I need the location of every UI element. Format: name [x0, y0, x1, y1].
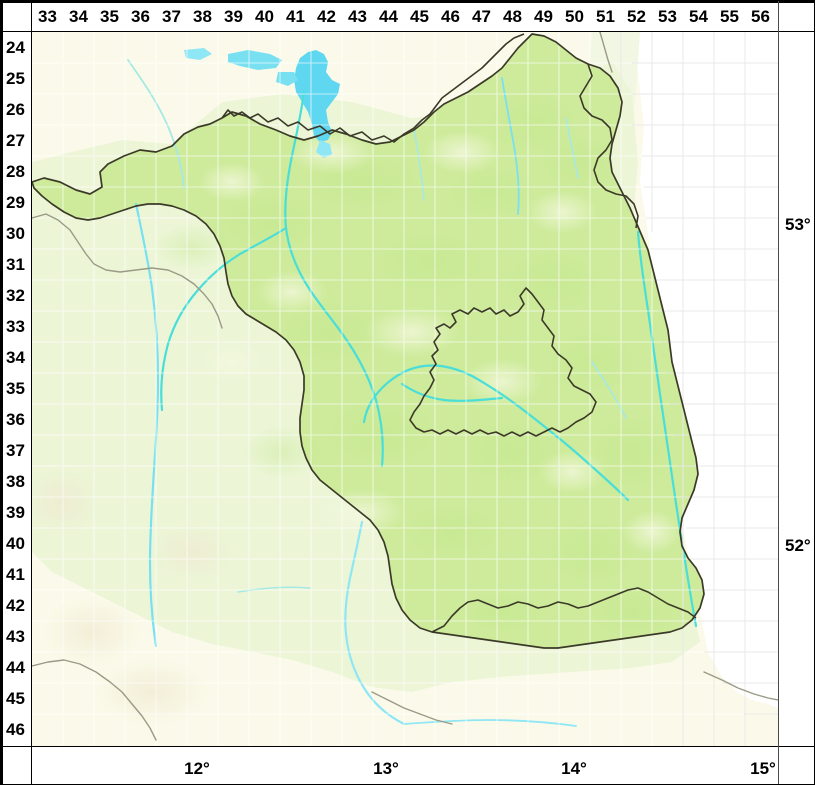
axis-top-tick-42: 42 — [317, 7, 336, 26]
axis-top-tick-38: 38 — [193, 7, 212, 26]
axis-left-tick-37: 37 — [6, 441, 25, 460]
axis-left-tick-34: 34 — [6, 348, 25, 367]
brandenburg-border — [32, 33, 705, 649]
axis-top-tick-35: 35 — [100, 7, 119, 26]
river-north-tributary — [127, 59, 185, 189]
axis-left-tick-40: 40 — [6, 534, 25, 553]
river-oder — [636, 230, 698, 628]
axis-left-tick-46: 46 — [6, 720, 25, 739]
axis-top-tick-56: 56 — [751, 7, 770, 26]
longitude-label-12: 12° — [184, 759, 210, 778]
map-plot-area[interactable] — [32, 32, 779, 746]
river-tributary-b — [565, 117, 579, 179]
axis-top-tick-55: 55 — [720, 7, 739, 26]
berlin-enclave-border — [409, 287, 597, 437]
axis-left-tick-32: 32 — [6, 286, 25, 305]
axis-top-tick-48: 48 — [503, 7, 522, 26]
axis-top-tick-37: 37 — [162, 7, 181, 26]
axis-top-tick-44: 44 — [379, 7, 398, 26]
border-east-notch — [579, 63, 639, 229]
neighbour-borders — [32, 32, 778, 741]
lake-small-3 — [184, 48, 212, 60]
axis-top-tick-46: 46 — [441, 7, 460, 26]
border-mecklenburg-north — [599, 32, 613, 73]
axis-left-tick-38: 38 — [6, 472, 25, 491]
coordinate-grid-outside — [620, 32, 778, 746]
axis-top-tick-40: 40 — [255, 7, 274, 26]
axis-separator-top — [1, 31, 814, 32]
rivers — [127, 59, 698, 727]
axis-left-tick-31: 31 — [6, 255, 25, 274]
axis-left-tick-28: 28 — [6, 162, 25, 181]
map-layers — [32, 32, 778, 746]
axis-top-tick-51: 51 — [596, 7, 615, 26]
axis-left-tick-27: 27 — [6, 131, 25, 150]
river-elbe-south — [344, 520, 406, 726]
latitude-label-52: 52° — [785, 536, 811, 555]
axis-top: 33 34 35 36 37 38 39 40 41 42 43 44 45 46 47 48 49 50 51 52… — [1, 1, 814, 32]
axis-left-tick-33: 33 — [6, 317, 25, 336]
axis-top-tick-49: 49 — [534, 7, 553, 26]
axis-top-tick-45: 45 — [410, 7, 429, 26]
river-tributary-d — [237, 586, 311, 593]
axis-separator-left — [31, 1, 32, 784]
axis-top-tick-39: 39 — [224, 7, 243, 26]
longitude-label-14: 14° — [561, 759, 587, 778]
axis-top-tick-47: 47 — [472, 7, 491, 26]
axis-left-tick-25: 25 — [6, 69, 25, 88]
lake-small-2 — [316, 140, 332, 158]
axis-left-tick-43: 43 — [6, 627, 25, 646]
coordinate-grid — [32, 32, 778, 746]
lake-water-bodies — [184, 48, 340, 158]
longitude-label-13: 13° — [373, 759, 399, 778]
axis-left-tick-45: 45 — [6, 689, 25, 708]
river-havel-lower — [160, 226, 288, 412]
river-tributary-c — [591, 361, 627, 419]
lake-small-1 — [276, 72, 298, 86]
border-west-neighbour — [32, 213, 223, 329]
axis-left-tick-42: 42 — [6, 596, 25, 615]
river-havel — [284, 90, 384, 468]
river-spree — [362, 364, 630, 502]
axis-left-tick-24: 24 — [6, 38, 25, 57]
axis-top-tick-53: 53 — [658, 7, 677, 26]
axis-top-tick-41: 41 — [286, 7, 305, 26]
axis-top-tick-36: 36 — [131, 7, 150, 26]
river-spree-berlin — [400, 382, 504, 402]
axis-left-tick-29: 29 — [6, 193, 25, 212]
axis-top-tick-34: 34 — [69, 7, 88, 26]
river-tributary-a — [413, 127, 425, 201]
axis-top-tick-52: 52 — [627, 7, 646, 26]
axis-left-tick-26: 26 — [6, 100, 25, 119]
river-schwarze-elster — [403, 719, 577, 727]
lake-group-west — [228, 50, 282, 70]
axis-top-tick-33: 33 — [38, 7, 57, 26]
border-saxony — [371, 691, 453, 725]
clearing-texture — [198, 130, 682, 554]
border-southeast-detail — [431, 587, 697, 633]
latitude-label-53: 53° — [785, 215, 811, 234]
axis-left-tick-35: 35 — [6, 379, 25, 398]
longitude-label-15: 15° — [750, 759, 776, 778]
border-north-detail — [221, 33, 525, 143]
axis-left: 24 25 26 27 28 29 30 31 32 33 34 35 36 37 38 39 40 41 42 43… — [1, 1, 32, 784]
axis-separator-bottom — [1, 746, 814, 747]
axis-left-tick-44: 44 — [6, 658, 25, 677]
axis-left-tick-30: 30 — [6, 224, 25, 243]
axis-left-tick-36: 36 — [6, 410, 25, 429]
lake-mueritz — [294, 50, 340, 142]
axis-left-tick-39: 39 — [6, 503, 25, 522]
axis-top-tick-50: 50 — [565, 7, 584, 26]
axis-top-tick-43: 43 — [348, 7, 367, 26]
axis-separator-right — [778, 1, 779, 784]
sandy-texture — [32, 466, 238, 726]
river-ne-tributary — [501, 77, 520, 215]
axis-left-tick-41: 41 — [6, 565, 25, 584]
frame-line-top — [1, 1, 814, 3]
axis-top-tick-54: 54 — [689, 7, 708, 26]
border-saxony-anhalt — [32, 659, 157, 741]
border-poland-east — [703, 671, 778, 701]
frame-line-left — [1, 1, 3, 784]
